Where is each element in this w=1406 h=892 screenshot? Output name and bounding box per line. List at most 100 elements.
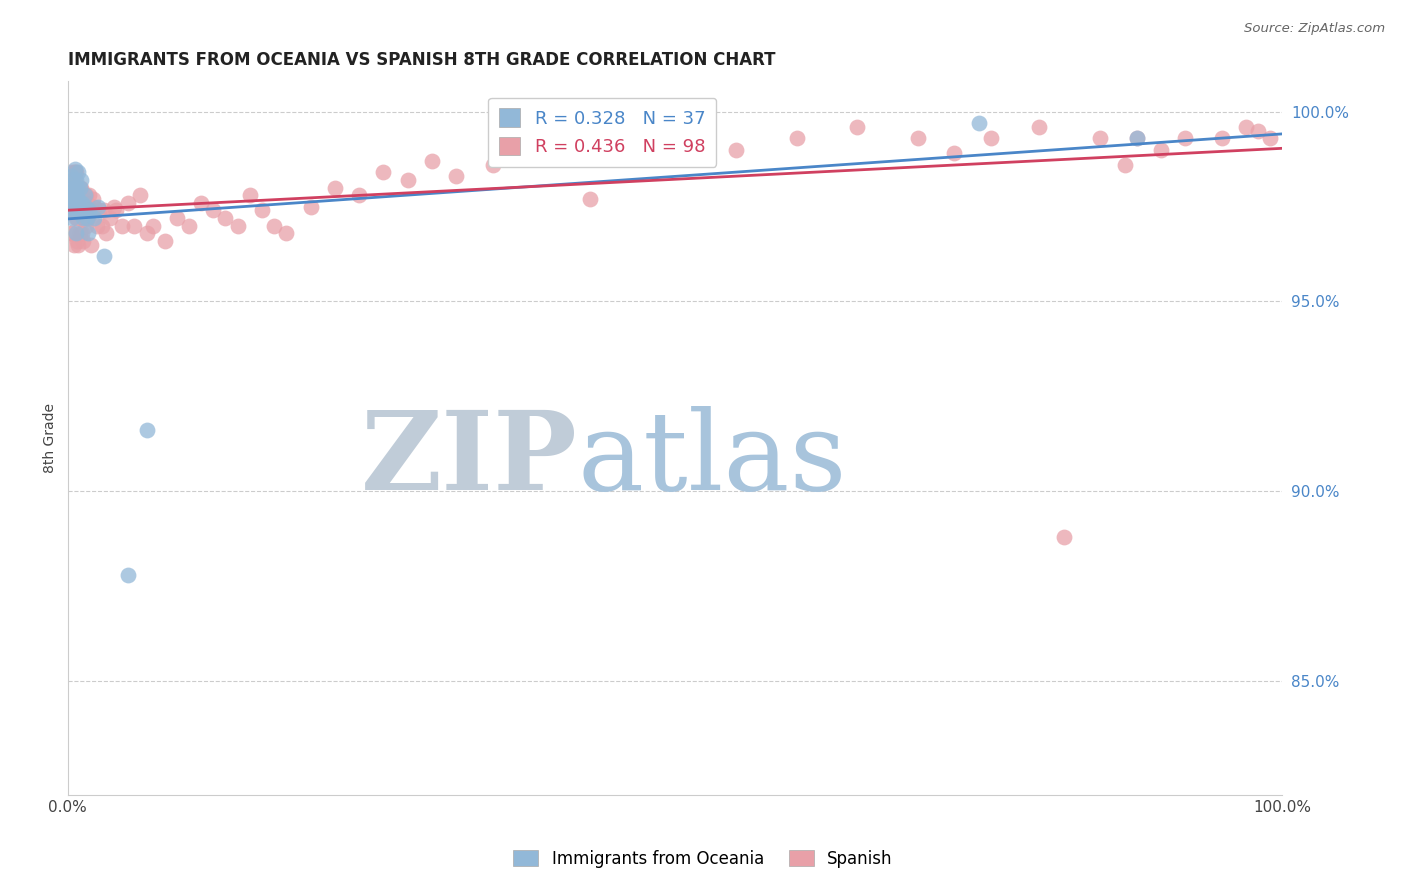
Point [166,211,188,225]
Point [60,195,83,210]
Text: atlas: atlas [578,406,848,513]
Point [846,120,869,134]
Point [60,169,83,184]
Point [58,203,80,218]
Point [664,123,686,137]
Point [65,211,87,225]
Point [347,188,370,202]
Point [323,180,346,194]
Point [129,188,152,202]
Text: Source: ZipAtlas.com: Source: ZipAtlas.com [1244,22,1385,36]
Point [66,211,89,225]
Point [117,567,139,582]
Point [66,234,89,248]
Point [65,188,87,202]
Point [1260,131,1282,145]
Point [60,200,83,214]
Point [73,211,96,225]
Point [135,424,157,438]
Point [373,165,395,179]
Point [1211,131,1233,145]
Point [96,226,118,240]
Point [67,237,90,252]
Point [73,188,96,202]
Point [67,192,90,206]
Point [75,188,97,202]
Point [86,219,108,233]
Point [70,226,93,240]
Point [103,200,125,214]
Point [190,195,212,210]
Point [276,226,298,240]
Point [83,200,105,214]
Point [111,219,134,233]
Point [135,226,157,240]
Point [59,188,82,202]
Point [75,219,97,233]
Point [63,173,86,187]
Point [70,203,93,218]
Point [72,211,94,225]
Point [1234,120,1257,134]
Point [76,211,98,225]
Y-axis label: 8th Grade: 8th Grade [44,403,58,473]
Point [63,165,86,179]
Point [1174,131,1197,145]
Point [75,200,97,214]
Point [60,211,83,225]
Point [65,165,87,179]
Legend: Immigrants from Oceania, Spanish: Immigrants from Oceania, Spanish [506,844,900,875]
Point [69,203,91,218]
Point [69,226,91,240]
Point [1247,123,1270,137]
Point [153,234,176,248]
Point [214,211,236,225]
Point [105,203,128,218]
Point [60,200,83,214]
Point [63,203,86,218]
Point [58,173,80,187]
Point [83,211,105,225]
Point [1125,131,1147,145]
Point [967,116,990,130]
Point [481,158,503,172]
Point [446,169,468,184]
Point [226,219,249,233]
Point [90,219,112,233]
Point [59,169,82,184]
Point [420,154,443,169]
Point [1028,120,1050,134]
Point [77,211,100,225]
Text: ZIP: ZIP [361,406,578,513]
Point [517,150,540,164]
Legend: R = 0.328   N = 37, R = 0.436   N = 98: R = 0.328 N = 37, R = 0.436 N = 98 [488,97,716,167]
Point [67,188,90,202]
Point [65,203,87,218]
Point [142,219,165,233]
Point [65,226,87,240]
Point [69,180,91,194]
Point [79,237,101,252]
Point [70,195,93,210]
Point [724,143,747,157]
Point [250,203,273,218]
Point [943,146,966,161]
Point [76,195,98,210]
Point [1150,143,1173,157]
Point [1114,158,1136,172]
Point [65,185,87,199]
Point [263,219,285,233]
Point [907,131,929,145]
Point [124,219,146,233]
Point [70,195,93,210]
Point [69,180,91,194]
Point [80,203,103,218]
Point [93,203,115,218]
Point [62,237,84,252]
Text: IMMIGRANTS FROM OCEANIA VS SPANISH 8TH GRADE CORRELATION CHART: IMMIGRANTS FROM OCEANIA VS SPANISH 8TH G… [67,51,775,69]
Point [93,249,115,263]
Point [63,200,86,214]
Point [1090,131,1112,145]
Point [58,195,80,210]
Point [59,188,82,202]
